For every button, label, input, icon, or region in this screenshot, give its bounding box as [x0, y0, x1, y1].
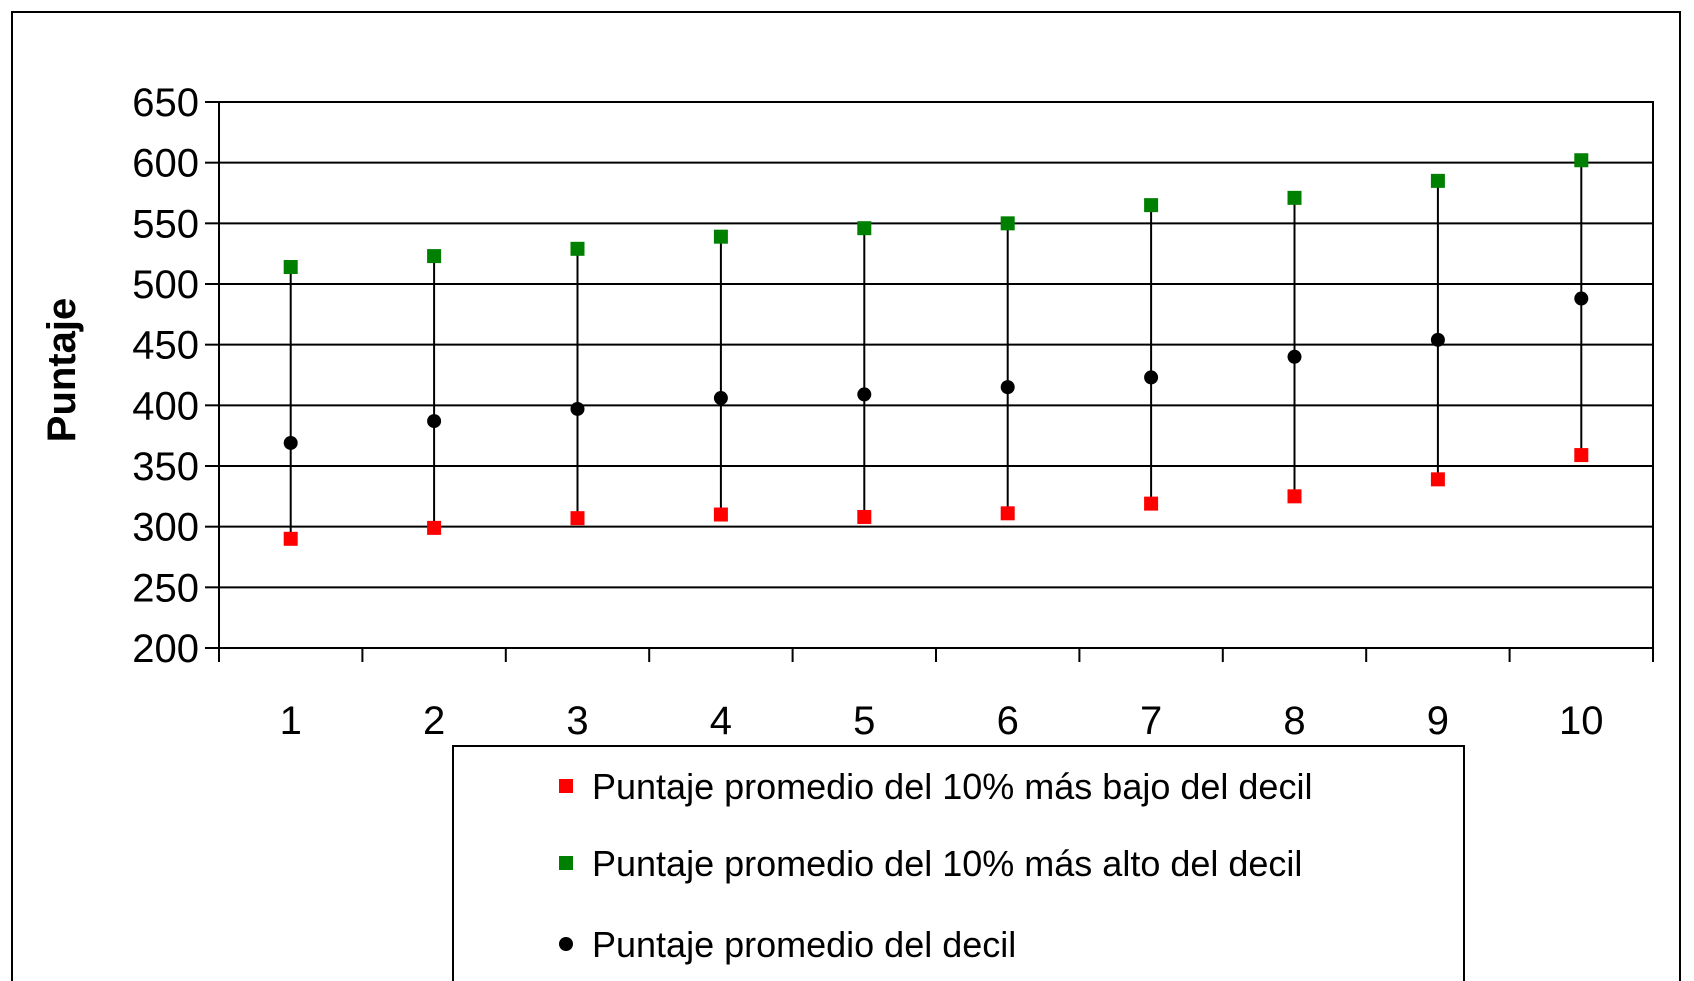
legend-marker-3 — [559, 937, 573, 951]
point-series2-9 — [1430, 173, 1445, 188]
tick-label-x-3: 3 — [566, 699, 588, 743]
tick-label-y-400: 400 — [132, 384, 199, 428]
tick-label-y-300: 300 — [132, 506, 199, 550]
legend-label-2: Puntaje promedio del 10% más alto del de… — [592, 843, 1302, 884]
point-series3-6 — [1000, 380, 1015, 395]
point-series3-9 — [1430, 332, 1445, 347]
tick-label-x-8: 8 — [1283, 699, 1305, 743]
point-series3-8 — [1287, 349, 1302, 364]
point-series2-6 — [1000, 216, 1015, 231]
point-series1-1 — [283, 531, 298, 546]
axes — [205, 101, 1654, 662]
tick-label-y-500: 500 — [132, 263, 199, 307]
point-series3-10 — [1574, 291, 1589, 306]
point-series1-2 — [427, 520, 442, 535]
tick-label-x-6: 6 — [997, 699, 1019, 743]
point-series1-4 — [713, 507, 728, 522]
point-series3-2 — [427, 414, 442, 429]
tick-label-x-1: 1 — [280, 699, 302, 743]
tick-label-x-7: 7 — [1140, 699, 1162, 743]
point-series1-7 — [1144, 496, 1159, 511]
tick-label-y-550: 550 — [132, 202, 199, 246]
point-series2-8 — [1287, 190, 1302, 205]
legend-label-3: Puntaje promedio del decil — [592, 924, 1016, 965]
tick-label-x-9: 9 — [1427, 699, 1449, 743]
point-series2-1 — [283, 260, 298, 275]
tick-label-x-4: 4 — [710, 699, 732, 743]
tick-label-y-450: 450 — [132, 324, 199, 368]
legend-box — [452, 745, 1465, 981]
tick-label-x-5: 5 — [853, 699, 875, 743]
legend: Puntaje promedio del 10% más bajo del de… — [452, 745, 1465, 981]
legend-label-1: Puntaje promedio del 10% más bajo del de… — [592, 766, 1312, 807]
point-series3-3 — [570, 401, 585, 416]
point-series1-6 — [1000, 506, 1015, 521]
tick-labels: 200 250 300 350 400 450 500 550 600 650 1 2 3 4 5 6 7 8 9 1… — [132, 81, 1603, 743]
point-series2-10 — [1574, 153, 1589, 168]
point-series2-7 — [1144, 198, 1159, 213]
tick-label-y-250: 250 — [132, 566, 199, 610]
tick-label-x-10: 10 — [1559, 699, 1604, 743]
tick-label-y-600: 600 — [132, 142, 199, 186]
point-series2-2 — [427, 249, 442, 264]
point-series1-5 — [857, 509, 872, 524]
tick-label-y-350: 350 — [132, 445, 199, 489]
point-series2-5 — [857, 221, 872, 236]
point-series3-7 — [1144, 370, 1159, 385]
legend-marker-2 — [559, 856, 573, 870]
gridlines — [219, 161, 1653, 589]
point-series1-9 — [1430, 472, 1445, 487]
tick-label-x-2: 2 — [423, 699, 445, 743]
point-series1-3 — [570, 511, 585, 526]
range-lines — [289, 160, 1583, 539]
point-series1-10 — [1574, 448, 1589, 463]
point-series2-3 — [570, 241, 585, 256]
point-series2-4 — [713, 229, 728, 244]
plot-area — [218, 101, 1654, 649]
point-series1-8 — [1287, 489, 1302, 504]
tick-label-y-650: 650 — [132, 81, 199, 125]
point-series3-1 — [283, 435, 298, 450]
tick-label-y-200: 200 — [132, 627, 199, 671]
y-axis-title: Puntaje — [40, 298, 84, 442]
point-series3-5 — [857, 387, 872, 402]
legend-marker-1 — [559, 779, 573, 793]
data-points — [283, 153, 1589, 546]
point-series3-4 — [713, 391, 728, 406]
